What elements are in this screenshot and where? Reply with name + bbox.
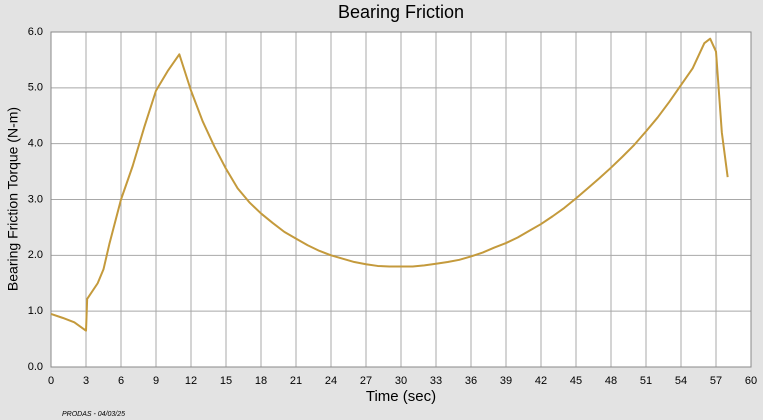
y-tick-label: 1.0 — [28, 305, 43, 317]
x-tick-label: 21 — [290, 375, 302, 387]
x-tick-label: 39 — [500, 375, 512, 387]
y-axis-label: Bearing Friction Torque (N-m) — [5, 107, 21, 291]
y-tick-label: 3.0 — [28, 193, 43, 205]
y-tick-label: 4.0 — [28, 138, 43, 150]
x-tick-label: 54 — [675, 375, 687, 387]
x-tick-label: 33 — [430, 375, 442, 387]
x-tick-label: 36 — [465, 375, 477, 387]
footer-note: PRODAS - 04/03/25 — [62, 411, 125, 418]
data-line — [50, 37, 729, 332]
y-tick-label: 5.0 — [28, 82, 43, 94]
x-tick-label: 0 — [48, 375, 54, 387]
x-tick-label: 12 — [185, 375, 197, 387]
x-tick-label: 57 — [710, 375, 722, 387]
x-tick-label: 9 — [153, 375, 159, 387]
y-tick-label: 0.0 — [28, 361, 43, 373]
x-tick-label: 6 — [118, 375, 124, 387]
x-tick-label: 48 — [605, 375, 617, 387]
x-tick-label: 60 — [745, 375, 757, 387]
y-tick-label: 2.0 — [28, 249, 43, 261]
x-tick-label: 15 — [220, 375, 232, 387]
x-tick-label: 45 — [570, 375, 582, 387]
x-tick-label: 51 — [640, 375, 652, 387]
x-tick-label: 24 — [325, 375, 337, 387]
x-axis-label: Time (sec) — [366, 388, 436, 405]
chart-title: Bearing Friction — [338, 2, 464, 22]
x-tick-label: 18 — [255, 375, 267, 387]
x-tick-label: 3 — [83, 375, 89, 387]
x-tick-label: 30 — [395, 375, 407, 387]
y-tick-label: 6.0 — [28, 26, 43, 38]
plot-frame — [50, 31, 752, 368]
x-tick-label: 27 — [360, 375, 372, 387]
x-tick-label: 42 — [535, 375, 547, 387]
